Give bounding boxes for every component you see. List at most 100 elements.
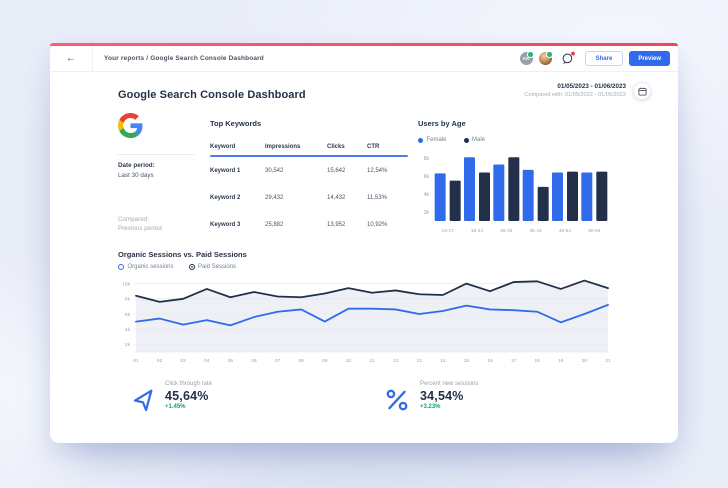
- dashboard-content: Google Search Console Dashboard 01/05/20…: [50, 71, 678, 443]
- date-range-value: 01/05/2023 - 01/06/2023: [557, 83, 626, 90]
- svg-text:35-44: 35-44: [530, 228, 543, 234]
- svg-text:04: 04: [204, 358, 210, 364]
- table-cell: 25,882: [265, 221, 284, 228]
- table-cell: Keyword 2: [210, 194, 241, 201]
- table-header-cell: Impressions: [265, 144, 301, 150]
- table-header-cell: CTR: [367, 144, 380, 150]
- svg-text:8k: 8k: [125, 297, 131, 303]
- svg-text:20: 20: [582, 358, 588, 364]
- topbar-divider: [92, 46, 93, 71]
- window-accent-line: [50, 43, 678, 46]
- organic-legend-ring-icon: [118, 264, 124, 270]
- kpi-delta: +1.45%: [165, 404, 186, 410]
- svg-text:15: 15: [464, 358, 470, 364]
- online-status-dot: [527, 51, 534, 58]
- topbar-actions: AK Share Preview: [519, 51, 678, 66]
- google-logo: [118, 113, 143, 138]
- date-compared-value: Compared with: 01/05/2022 - 01/05/2022: [524, 92, 626, 98]
- table-row: Keyword 1 30,542 15,642 12,54%: [210, 157, 408, 184]
- avatar-photo[interactable]: [538, 51, 553, 65]
- paid-legend-ring-icon: [188, 264, 195, 270]
- kpi-value: 34,54%: [420, 388, 464, 403]
- sessions-title: Organic Sessions vs. Paid Sessions: [118, 250, 247, 259]
- share-button[interactable]: Share: [584, 51, 624, 66]
- comments-button[interactable]: [561, 51, 576, 66]
- svg-text:2k: 2k: [125, 342, 131, 348]
- svg-text:11: 11: [370, 358, 375, 364]
- svg-text:03: 03: [181, 358, 187, 364]
- svg-text:45-54: 45-54: [559, 228, 572, 234]
- calendar-icon: [637, 87, 647, 96]
- preview-button[interactable]: Preview: [629, 51, 670, 66]
- svg-text:12: 12: [393, 358, 399, 364]
- legend-toggle-organic[interactable]: Organic sessions: [118, 264, 174, 270]
- svg-text:2k: 2k: [424, 210, 430, 216]
- sessions-legend: Organic sessions Paid Sessions: [118, 264, 614, 270]
- breadcrumb[interactable]: Your reports / Google Search Console Das…: [104, 55, 264, 62]
- svg-text:06: 06: [251, 358, 257, 364]
- svg-text:01: 01: [133, 358, 139, 364]
- svg-text:13: 13: [417, 358, 423, 364]
- kpi-label: Percent new sessions: [420, 381, 479, 387]
- date-period-value: Last 30 days: [118, 171, 154, 179]
- sessions-section: Organic Sessions vs. Paid Sessions Organ…: [118, 250, 614, 368]
- online-status-dot: [546, 51, 553, 58]
- table-cell: 29,432: [265, 194, 284, 201]
- svg-text:4k: 4k: [424, 192, 430, 198]
- table-cell: 13,952: [327, 221, 346, 228]
- table-row: Keyword 3 25,882 13,952 10,92%: [210, 211, 408, 238]
- legend-label: Paid Sessions: [198, 264, 237, 270]
- kpi-value: 45,64%: [165, 388, 209, 403]
- table-row: Keyword 2 29,432 14,432 11,53%: [210, 184, 408, 211]
- legend-item-female: Female: [418, 137, 447, 143]
- table-cell: 12,54%: [367, 167, 388, 174]
- table-header-cell: Keyword: [210, 144, 236, 150]
- svg-text:19: 19: [558, 358, 564, 364]
- kpi-percent-new-sessions: Percent new sessions 34,54% +3.23%: [383, 379, 478, 414]
- svg-text:8k: 8k: [424, 156, 430, 162]
- topbar: ← Your reports / Google Search Console D…: [50, 46, 678, 72]
- users-by-age-section: Users by Age Female Male 2k 4k 6k 8k 13-17 18…: [418, 119, 614, 237]
- svg-text:25-34: 25-34: [500, 228, 513, 234]
- svg-text:05: 05: [228, 358, 234, 364]
- table-header-cell: Clicks: [327, 144, 345, 150]
- page-title: Google Search Console Dashboard: [118, 89, 306, 102]
- table-header-row: Keyword Impressions Clicks CTR: [210, 144, 408, 150]
- kpi-text-block: Percent new sessions 34,54% +3.23%: [420, 379, 478, 410]
- cursor-icon: [133, 389, 153, 412]
- svg-text:02: 02: [157, 358, 163, 364]
- percent-icon: [386, 389, 408, 411]
- app-window: ← Your reports / Google Search Console D…: [50, 43, 678, 443]
- svg-text:10: 10: [346, 358, 352, 364]
- table-cell: 11,53%: [367, 194, 387, 201]
- kpi-delta: +3.23%: [420, 404, 441, 410]
- date-range-block: 01/05/2023 - 01/06/2023 Compared with: 0…: [524, 83, 626, 98]
- table-cell: 15,642: [327, 167, 346, 174]
- svg-text:09: 09: [322, 358, 328, 364]
- svg-text:07: 07: [275, 358, 281, 364]
- legend-label: Organic sessions: [127, 264, 174, 270]
- users-by-age-legend: Female Male: [418, 137, 614, 143]
- table-cell: 14,432: [327, 194, 346, 201]
- svg-text:16: 16: [487, 358, 493, 364]
- svg-text:55-64: 55-64: [588, 228, 601, 234]
- legend-toggle-paid[interactable]: Paid Sessions: [188, 264, 237, 270]
- notification-dot: [570, 51, 575, 56]
- svg-text:18-24: 18-24: [471, 228, 484, 234]
- table-body: Keyword 1 30,542 15,642 12,54% Keyword 2 29,4…: [210, 157, 408, 238]
- avatar-initials[interactable]: AK: [519, 51, 534, 65]
- top-keywords-section: Top Keywords Keyword Impressions Clicks CTR…: [210, 119, 408, 238]
- calendar-button[interactable]: [633, 82, 651, 100]
- kpi-text-block: Click through rate 45,64% +1.45%: [165, 379, 212, 410]
- back-button[interactable]: ←: [50, 46, 92, 71]
- female-legend-dot-icon: [418, 137, 423, 143]
- svg-text:08: 08: [299, 358, 305, 364]
- svg-text:14: 14: [440, 358, 446, 364]
- table-cell: Keyword 3: [210, 221, 241, 228]
- side-divider: [118, 154, 194, 155]
- compared-value: Previous period: [118, 225, 162, 232]
- svg-text:18: 18: [535, 358, 541, 364]
- legend-label: Male: [472, 137, 486, 143]
- chat-bubble-icon: [562, 51, 575, 64]
- report-side-panel: Date period: Last 30 days Compared: Prev…: [118, 113, 202, 232]
